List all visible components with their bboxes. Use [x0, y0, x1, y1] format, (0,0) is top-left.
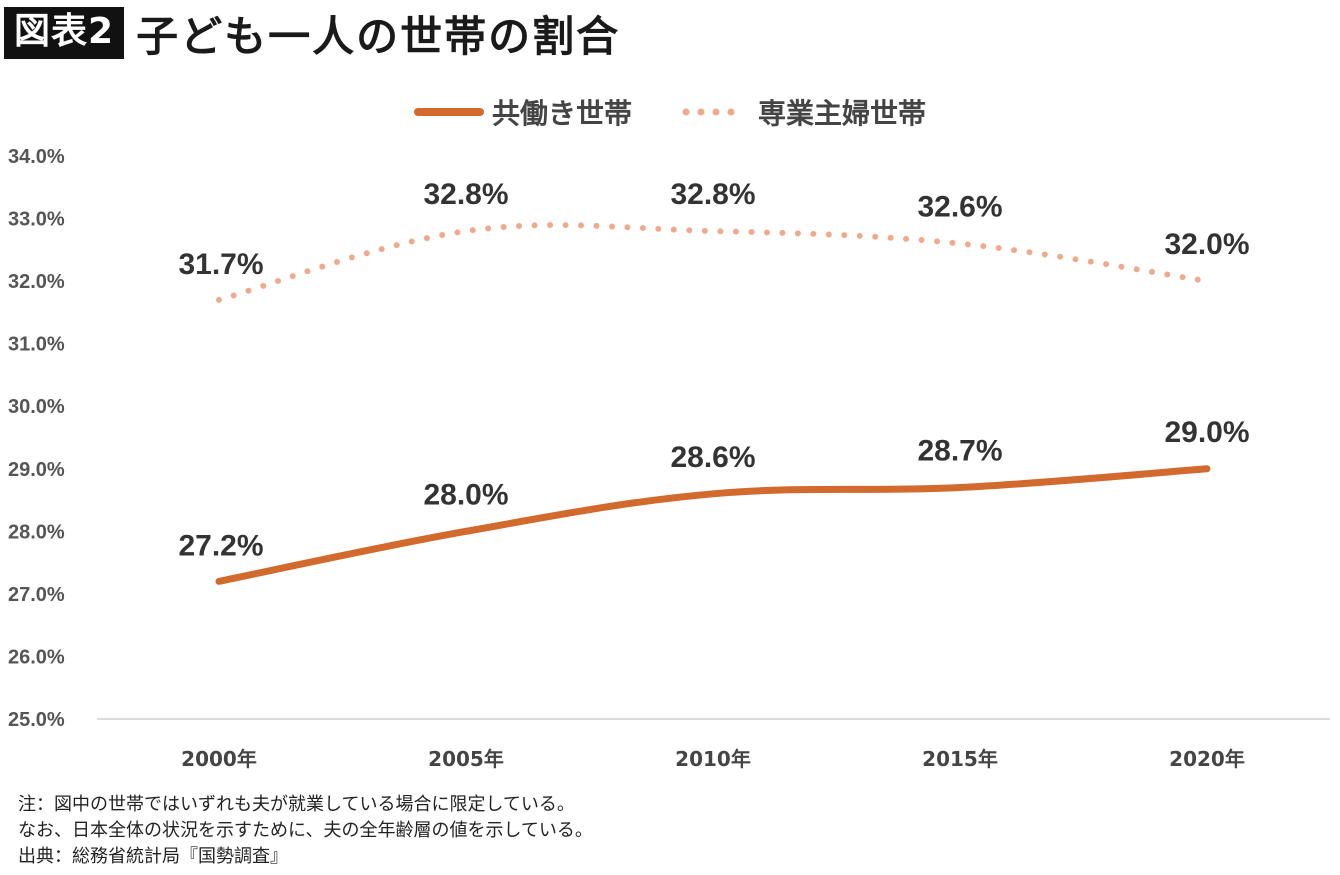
y-tick-label: 30.0%	[8, 396, 65, 418]
legend-item-dual-income: 共働き世帯	[413, 92, 632, 132]
notes: 注：図中の世帯ではいずれも夫が就業している場合に限定している。 なお、日本全体の…	[18, 792, 593, 870]
legend-dotted-line-icon	[682, 108, 750, 116]
x-tick-label: 2010年	[675, 747, 751, 771]
line-chart: 25.0% 26.0% 27.0% 28.0% 29.0% 30.0% 31.0% 32.0%…	[8, 146, 1330, 771]
data-label: 27.2%	[178, 529, 263, 562]
x-axis-ticks: 2000年 2005年 2010年 2015年 2020年	[181, 747, 1245, 771]
legend: 共働き世帯 専業主婦世帯	[0, 88, 1340, 136]
data-label: 32.0%	[1164, 228, 1249, 261]
legend-label-dual-income: 共働き世帯	[491, 97, 632, 130]
figure-badge: 図表2	[4, 7, 125, 59]
note-line-1: 注：図中の世帯ではいずれも夫が就業している場合に限定している。	[18, 794, 575, 815]
data-label: 28.7%	[917, 435, 1002, 468]
data-label: 28.0%	[423, 478, 508, 511]
data-label: 32.8%	[670, 178, 755, 211]
y-tick-label: 28.0%	[8, 521, 65, 543]
data-label: 31.7%	[178, 248, 263, 281]
y-tick-label: 29.0%	[8, 459, 65, 481]
x-tick-label: 2015年	[922, 747, 998, 771]
series-line-housewife	[216, 222, 1210, 303]
header: 図表2 子ども一人の世帯の割合	[4, 6, 620, 61]
y-tick-label: 27.0%	[8, 584, 65, 606]
data-label: 32.8%	[423, 178, 508, 211]
x-tick-label: 2020年	[1169, 747, 1245, 771]
data-label: 29.0%	[1164, 416, 1249, 449]
y-tick-label: 34.0%	[8, 146, 65, 168]
x-tick-label: 2005年	[428, 747, 504, 771]
note-line-2: なお、日本全体の状況を示すために、夫の全年齢層の値を示している。	[18, 820, 593, 841]
y-tick-label: 32.0%	[8, 271, 65, 293]
legend-item-housewife: 専業主婦世帯	[680, 92, 926, 132]
y-tick-label: 26.0%	[8, 646, 65, 668]
data-labels: 27.2% 28.0% 28.6% 28.7% 29.0% 31.7% 32.8% 32.8%…	[178, 178, 1249, 562]
x-tick-label: 2000年	[181, 747, 257, 771]
y-axis-ticks: 25.0% 26.0% 27.0% 28.0% 29.0% 30.0% 31.0% 32.0%…	[8, 146, 65, 731]
y-tick-label: 25.0%	[8, 709, 65, 731]
y-tick-label: 33.0%	[8, 209, 65, 231]
series-line-dual-income	[215, 465, 1211, 585]
data-label: 32.6%	[917, 191, 1002, 224]
y-tick-label: 31.0%	[8, 334, 65, 356]
series-group	[215, 222, 1211, 585]
data-label: 28.6%	[670, 441, 755, 474]
source-line: 出典：総務省統計局『国勢調査』	[18, 846, 288, 867]
chart-title: 子ども一人の世帯の割合	[136, 11, 621, 61]
legend-solid-line-icon	[413, 108, 484, 116]
legend-label-housewife: 専業主婦世帯	[758, 97, 927, 130]
